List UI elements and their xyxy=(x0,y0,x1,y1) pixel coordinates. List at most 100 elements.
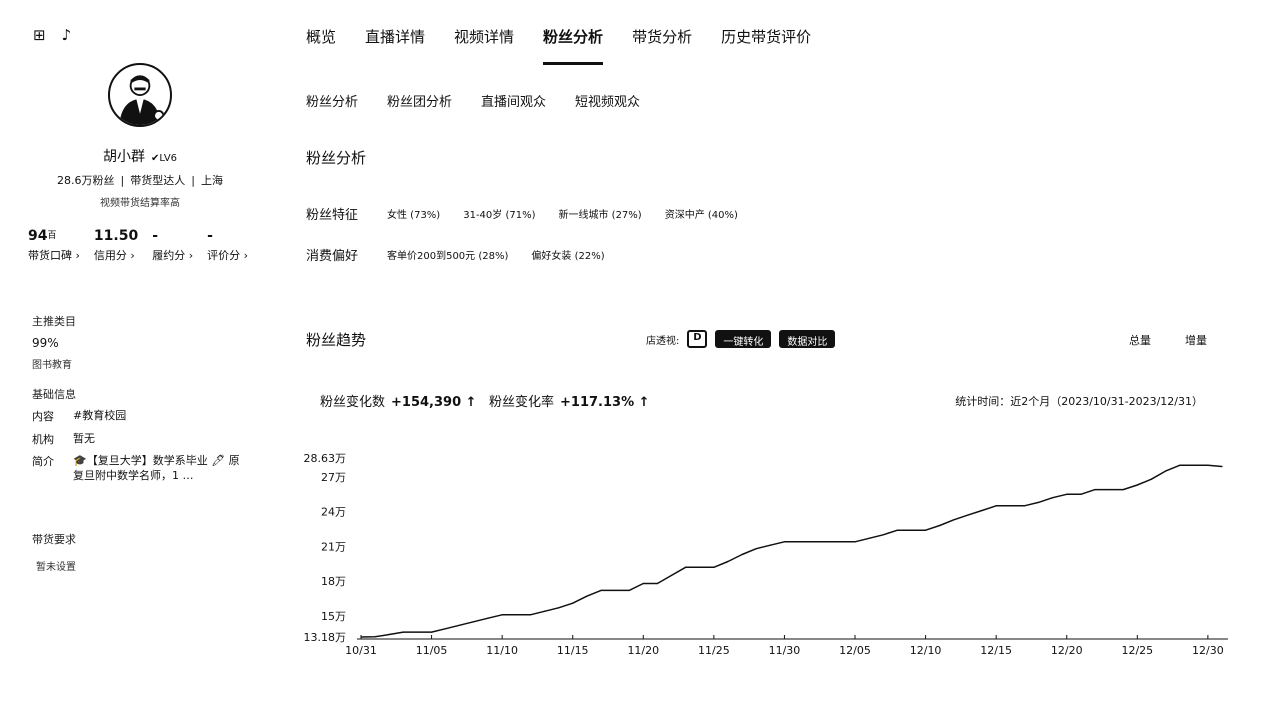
data-point xyxy=(670,574,673,576)
data-point xyxy=(628,589,630,592)
data-point xyxy=(1052,497,1054,499)
data-point xyxy=(642,582,644,585)
tab-video-details[interactable]: 视频详情 xyxy=(454,28,515,46)
subtab-video-audience[interactable]: 短视频观众 xyxy=(575,95,641,110)
data-point xyxy=(543,610,546,612)
data-point xyxy=(882,534,884,536)
y-tick-label: 27万 xyxy=(321,471,346,484)
sub-tabs: 粉丝分析 粉丝团分析 直播间观众 短视频观众 xyxy=(306,91,640,110)
subtab-fans[interactable]: 粉丝分析 xyxy=(306,95,359,110)
data-point xyxy=(430,631,433,633)
main-category-name: 图书教育 xyxy=(32,360,72,371)
tab-overview[interactable]: 概览 xyxy=(306,28,337,46)
info-key: 简介 xyxy=(32,455,54,468)
stat-value: 11.50 xyxy=(93,228,139,244)
data-point xyxy=(374,636,376,638)
stat-value: - xyxy=(207,228,213,244)
x-tick-label: 10/31 xyxy=(345,644,377,657)
consumption-item: 客单价200到500元 (28%) xyxy=(387,251,509,262)
data-point xyxy=(501,614,503,616)
requirement-value: 暂未设置 xyxy=(36,562,76,573)
data-point xyxy=(1150,478,1153,480)
stat-fulfillment[interactable]: - 履约分 xyxy=(152,228,193,263)
profile-meta: 28.6万粉丝 | 带货型达人 | 上海 xyxy=(0,172,280,188)
data-point xyxy=(515,614,517,616)
requirement-title: 带货要求 xyxy=(32,533,76,546)
subtab-live-audience[interactable]: 直播间观众 xyxy=(481,95,547,110)
creator-city: 上海 xyxy=(200,174,223,187)
fans-trend-chart: 13.18万 15万 18万 21万 24万 27万 28.63万 10/31 11/05 11/… xyxy=(304,452,1228,657)
x-tick-label: 12/10 xyxy=(910,644,942,657)
trend-title: 粉丝趋势 xyxy=(306,331,367,349)
data-point xyxy=(981,509,983,512)
level-badge: ✔LV6 xyxy=(150,153,178,164)
data-point xyxy=(953,519,955,521)
data-point xyxy=(685,566,687,568)
feature-label: 粉丝特征 xyxy=(306,208,359,223)
feature-item: 新一线城市 (27%) xyxy=(558,210,642,221)
export-button[interactable]: 一键转化 xyxy=(715,330,772,348)
data-point xyxy=(1193,464,1195,466)
stat-label: 履约分 xyxy=(152,247,193,263)
tab-live-details[interactable]: 直播详情 xyxy=(365,28,426,46)
data-point xyxy=(360,636,362,638)
data-point xyxy=(1179,464,1181,466)
tab-sales-analysis[interactable]: 带货分析 xyxy=(632,28,693,46)
grid-icon[interactable]: ⊞ xyxy=(33,26,46,44)
profile-name-row: 胡小群 ✔LV6 xyxy=(0,146,280,166)
x-tick-label: 12/30 xyxy=(1192,644,1224,657)
top-icons: ⊞ ♪ xyxy=(33,27,71,43)
compare-button[interactable]: 数据对比 xyxy=(779,330,836,348)
divider: | xyxy=(120,174,125,187)
shop-view-button[interactable]: D xyxy=(687,330,708,348)
subtab-fan-club[interactable]: 粉丝团分析 xyxy=(387,95,453,110)
avatar[interactable] xyxy=(108,63,172,127)
data-point xyxy=(1164,470,1167,472)
stat-label: 信用分 xyxy=(94,247,138,263)
data-point xyxy=(713,566,715,568)
data-point xyxy=(783,541,786,543)
x-tick-label: 11/30 xyxy=(769,644,801,657)
info-value: 暂无 xyxy=(73,432,95,445)
main-category-title: 主推类目 xyxy=(32,315,76,328)
y-tick-label: 13.18万 xyxy=(304,631,347,644)
tiktok-icon[interactable]: ♪ xyxy=(61,26,72,44)
divider: | xyxy=(191,174,195,187)
stat-review[interactable]: - 评价分 xyxy=(207,228,248,263)
profile-name: 胡小群 xyxy=(102,149,145,165)
x-tick-label: 11/25 xyxy=(698,644,730,657)
tab-history-reviews[interactable]: 历史带货评价 xyxy=(721,28,812,46)
data-point xyxy=(727,560,729,563)
score-stats: 94百 带货口碑 11.50 信用分 - 履约分 - 评价分 xyxy=(28,228,262,263)
info-value[interactable]: 🎓【复旦大学】数学系毕业 🖊 原复旦附中数学名师，1 … xyxy=(73,454,240,482)
stat-reputation[interactable]: 94百 带货口碑 xyxy=(28,228,80,263)
data-point xyxy=(558,607,560,609)
data-point xyxy=(416,631,419,633)
data-point xyxy=(600,589,602,592)
data-point xyxy=(896,529,898,531)
data-point xyxy=(699,566,701,568)
consumption-item: 偏好女装 (22%) xyxy=(531,251,605,262)
data-point xyxy=(614,589,616,592)
toggle-total[interactable]: 总量 xyxy=(1129,334,1151,347)
stat-suffix: 百 xyxy=(47,231,57,241)
y-tick-label: 28.63万 xyxy=(304,452,347,465)
tab-fans-analysis[interactable]: 粉丝分析 xyxy=(543,26,604,65)
data-point xyxy=(924,529,927,531)
x-tick-label: 12/05 xyxy=(839,644,871,657)
x-tick-label: 11/05 xyxy=(416,644,448,657)
data-point xyxy=(840,541,842,543)
x-tick-label: 12/20 xyxy=(1051,644,1083,657)
data-point xyxy=(755,548,757,550)
data-point xyxy=(826,541,828,543)
y-tick-label: 18万 xyxy=(321,575,346,588)
toggle-increase[interactable]: 增量 xyxy=(1185,334,1207,347)
info-value[interactable]: #教育校园 xyxy=(73,409,127,422)
stat-credit[interactable]: 11.50 信用分 xyxy=(94,228,138,263)
data-point xyxy=(1037,501,1040,503)
info-intro-row: 简介 🎓【复旦大学】数学系毕业 🖊 原复旦附中数学名师，1 … xyxy=(32,453,243,483)
data-point xyxy=(572,602,574,604)
data-point xyxy=(402,631,404,633)
data-point xyxy=(797,541,800,543)
tools-label: 店透视: xyxy=(646,335,680,347)
